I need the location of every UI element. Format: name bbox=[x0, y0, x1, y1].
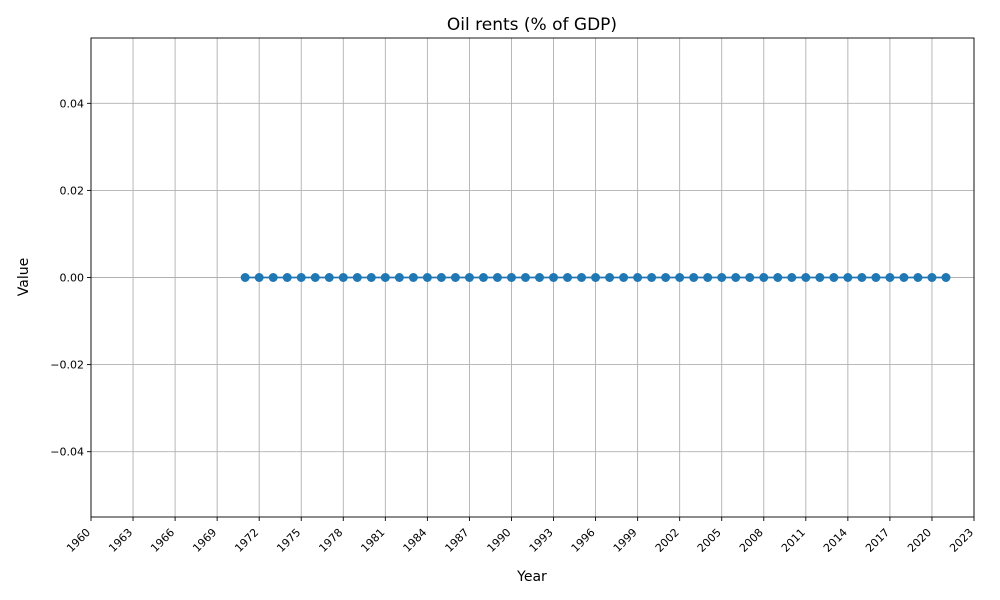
data-point bbox=[899, 273, 909, 282]
data-point bbox=[436, 273, 446, 282]
data-point bbox=[941, 273, 951, 282]
data-point bbox=[520, 273, 530, 282]
data-point bbox=[577, 273, 587, 282]
data-point bbox=[829, 273, 839, 282]
y-tick-label: −0.04 bbox=[50, 446, 84, 459]
y-tick-label: 0.00 bbox=[60, 272, 85, 285]
data-point bbox=[815, 273, 825, 282]
data-point bbox=[549, 273, 559, 282]
data-point bbox=[773, 273, 783, 282]
data-point bbox=[535, 273, 545, 282]
data-point bbox=[843, 273, 853, 282]
data-point bbox=[759, 273, 769, 282]
data-point bbox=[408, 273, 418, 282]
data-point bbox=[913, 273, 923, 282]
data-point bbox=[464, 273, 474, 282]
data-point bbox=[296, 273, 306, 282]
data-point bbox=[731, 273, 741, 282]
data-point bbox=[422, 273, 432, 282]
data-point bbox=[268, 273, 278, 282]
data-point bbox=[661, 273, 671, 282]
data-point bbox=[310, 273, 320, 282]
data-point bbox=[745, 273, 755, 282]
chart-title: Oil rents (% of GDP) bbox=[447, 15, 617, 35]
data-point bbox=[492, 273, 502, 282]
y-axis-ticks: −0.04 −0.02 0.00 0.02 0.04 bbox=[50, 97, 91, 459]
data-point bbox=[591, 273, 601, 282]
data-point bbox=[366, 273, 376, 282]
data-point bbox=[885, 273, 895, 282]
data-point bbox=[857, 273, 867, 282]
data-point bbox=[240, 273, 250, 282]
data-point bbox=[647, 273, 657, 282]
data-point bbox=[619, 273, 629, 282]
data-point bbox=[394, 273, 404, 282]
y-axis-title: Value bbox=[16, 258, 32, 296]
y-tick-label: 0.02 bbox=[60, 184, 85, 197]
data-point bbox=[927, 273, 937, 282]
y-tick-label: −0.02 bbox=[50, 359, 84, 372]
data-point bbox=[352, 273, 362, 282]
data-point bbox=[380, 273, 390, 282]
data-point bbox=[563, 273, 573, 282]
y-tick-label: 0.04 bbox=[60, 97, 85, 110]
series-layer bbox=[240, 273, 951, 282]
data-point bbox=[478, 273, 488, 282]
data-point bbox=[282, 273, 292, 282]
data-point bbox=[338, 273, 348, 282]
data-point bbox=[689, 273, 699, 282]
data-point bbox=[633, 273, 643, 282]
data-point bbox=[450, 273, 460, 282]
x-axis-title: Year bbox=[516, 569, 547, 585]
data-point bbox=[871, 273, 881, 282]
data-point bbox=[506, 273, 516, 282]
data-point bbox=[801, 273, 811, 282]
data-point bbox=[254, 273, 264, 282]
data-point bbox=[787, 273, 797, 282]
data-point bbox=[675, 273, 685, 282]
data-point bbox=[717, 273, 727, 282]
data-point bbox=[703, 273, 713, 282]
data-point bbox=[324, 273, 334, 282]
data-point bbox=[605, 273, 615, 282]
